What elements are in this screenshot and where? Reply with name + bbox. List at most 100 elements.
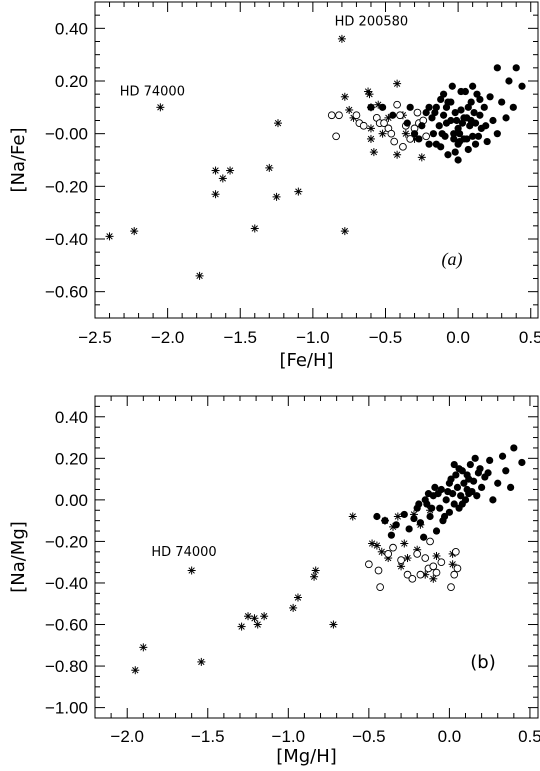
panel-b-point-filled [458, 500, 466, 508]
panel-a-point-asterisk [365, 90, 374, 99]
panel-b-point-filled [442, 496, 450, 504]
panel-a-point-filled [518, 82, 526, 90]
panel-b-point-asterisk [293, 593, 302, 602]
panel-a-point-filled [470, 109, 478, 117]
panel-b-point-filled [476, 465, 484, 473]
panel-a-point-asterisk [393, 150, 402, 159]
panel-b-point-open [421, 554, 430, 562]
panel-b-point-asterisk [289, 603, 298, 612]
panel-b-point-filled [452, 471, 460, 479]
panel-b-point-filled [469, 477, 478, 485]
panel-b-point-asterisk [348, 512, 357, 521]
panel-a-x-tick-label: 0.0 [446, 328, 470, 347]
panel-a-point-asterisk [369, 148, 378, 157]
panel-a-panel-label: (a) [442, 249, 463, 270]
panel-a-point-filled [425, 103, 433, 111]
panel-a-point-filled [435, 122, 443, 130]
panel-a-point-asterisk [226, 166, 235, 175]
panel-a-point-asterisk [265, 163, 274, 172]
panel-b-point-open [437, 558, 446, 567]
panel-b-point-open [413, 550, 422, 558]
panel-a-point-filled [489, 116, 497, 125]
panel-b-point-filled [428, 504, 436, 512]
panel-b-point-filled [465, 490, 473, 498]
panel-b-point-filled [421, 496, 429, 504]
panel-a-point-filled [448, 82, 456, 90]
panel-b-point-asterisk [432, 551, 441, 560]
panel-a-point-asterisk [340, 92, 349, 101]
panel-b-point-filled [507, 483, 515, 492]
panel-b-point-filled [455, 465, 463, 473]
panel-b-point-filled [518, 458, 526, 467]
panel-a-point-filled [410, 130, 419, 138]
panel-b-y-tick-label: −1.00 [45, 699, 88, 718]
panel-b-x-tick-label: 0.0 [438, 727, 462, 746]
panel-a-x-tick-label: −2.0 [151, 328, 185, 347]
panel-b-point-open [389, 543, 397, 552]
panel-a-point-asterisk [250, 224, 259, 233]
panel-a-point-filled [476, 95, 484, 104]
panel-b-point-filled [405, 525, 413, 533]
panel-a-point-asterisk [218, 174, 227, 183]
panel-b-point-filled [431, 483, 439, 492]
panel-a-annotation: HD 74000 [120, 84, 185, 99]
panel-a-point-open [380, 119, 388, 127]
panel-a-point-filled [505, 77, 513, 85]
panel-b-point-filled [460, 479, 468, 487]
panel-a-x-axis-label: [Fe/H] [279, 350, 333, 371]
panel-b-point-open [376, 583, 384, 591]
panel-a-point-open [399, 142, 407, 151]
panel-a-point-asterisk [417, 153, 426, 162]
panel-a-point-filled [464, 103, 472, 111]
panel-b-point-asterisk [329, 620, 338, 629]
panel-a-point-filled [450, 135, 458, 143]
panel-b-point-filled [434, 490, 442, 498]
panel-b-point-open [384, 550, 393, 558]
panel-b-point-filled [392, 521, 400, 529]
panel-a-point-filled [467, 98, 475, 106]
panel-a-point-filled [378, 103, 387, 111]
panel-a-point-filled [451, 109, 459, 117]
panel-a-y-tick-label: −0.60 [45, 283, 88, 302]
panel-b-point-open [426, 537, 434, 546]
panel-a-point-filled [444, 98, 452, 106]
panel-b-y-tick-label: 0.20 [55, 449, 88, 468]
panel-a-point-asterisk [274, 119, 283, 128]
panel-a-point-asterisk [195, 271, 204, 280]
panel-b-point-asterisk [260, 612, 269, 621]
panel-b-y-axis-label: [Na/Mg] [8, 521, 29, 593]
panel-a-point-filled [480, 103, 488, 111]
panel-b-point-filled [387, 531, 396, 539]
panel-b-point-asterisk [311, 566, 320, 575]
panel-b-point-asterisk [187, 566, 196, 575]
panel-a-point-filled [450, 130, 458, 138]
panel-b-point-filled [484, 469, 492, 477]
panel-a-point-filled [455, 130, 464, 138]
panel-a-point-asterisk [366, 134, 375, 143]
panel-b-point-asterisk [310, 572, 319, 581]
panel-b-point-filled [471, 454, 479, 462]
panel-b-point-filled [381, 517, 389, 525]
panel-b-point-asterisk [403, 554, 412, 563]
panel-a-plot-frame [94, 1, 539, 319]
panel-b-plot-frame [94, 395, 539, 719]
panel-b-y-tick-label: −0.20 [45, 532, 88, 551]
panel-a-x-tick-label: −1.0 [296, 328, 330, 347]
panel-b-point-open [365, 560, 373, 569]
panel-b-y-tick-label: −0.80 [45, 657, 88, 676]
panel-a-point-filled [476, 111, 484, 119]
panel-a-y-tick-label: −0.40 [45, 230, 88, 249]
panel-a-point-filled [474, 132, 483, 140]
panel-b-point-open [432, 568, 441, 577]
panel-a-point-filled [457, 106, 465, 114]
panel-b-point-filled [486, 456, 494, 464]
panel-a-point-asterisk [156, 103, 165, 112]
panel-a-point-filled [444, 151, 452, 159]
panel-a-point-open [390, 137, 399, 146]
panel-a-point-asterisk [211, 166, 220, 175]
panel-a-y-axis-label: [Na/Fe] [8, 127, 29, 192]
panel-a-point-filled [439, 111, 448, 119]
panel-b-point-filled [400, 510, 408, 519]
panel-a-point-filled [460, 114, 468, 122]
panel-a-x-tick-label: −1.5 [223, 328, 257, 347]
